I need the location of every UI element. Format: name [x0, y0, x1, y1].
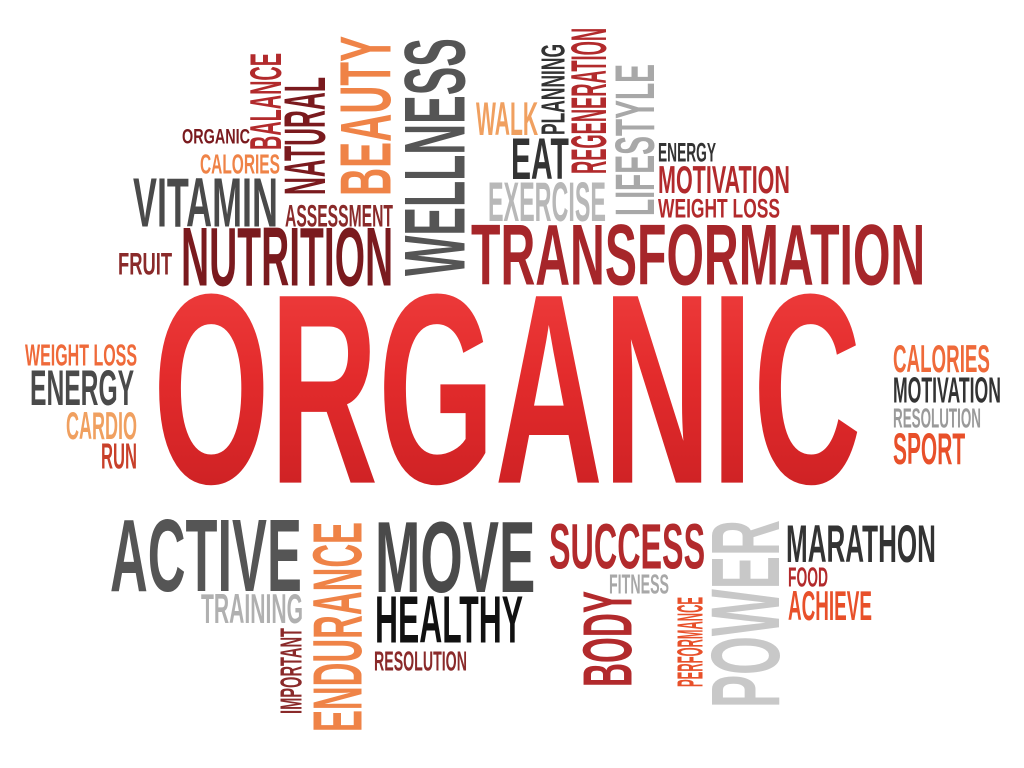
word-run: RUN [101, 435, 137, 477]
word-calories-top: CALORIES [200, 148, 280, 180]
word-cardio: CARDIO [66, 404, 138, 448]
word-eat: EAT [511, 126, 569, 192]
word-food: FOOD [788, 561, 828, 593]
word-resolution-right: RESOLUTION [893, 402, 981, 434]
word-exercise: EXERCISE [488, 170, 606, 234]
word-weight-loss-top: WEIGHT LOSS [658, 193, 780, 224]
word-weight-loss-left: WEIGHT LOSS [25, 337, 137, 373]
word-active: ACTIVE [110, 498, 302, 614]
word-power: POWER [691, 520, 801, 708]
word-lifestyle: LIFESTYLE [603, 64, 667, 216]
word-energy-left: ENERGY [30, 360, 135, 416]
word-move: MOVE [375, 500, 536, 615]
word-transformation: TRANSFORMATION [471, 206, 926, 304]
word-energy-top: ENERGY [658, 137, 717, 168]
word-motivation-right: MOTIVATION [893, 369, 1001, 411]
word-nutrition: NUTRITION [181, 210, 394, 304]
word-resolution-bottom: RESOLUTION [374, 645, 467, 677]
word-vitamin: VITAMIN [133, 164, 278, 242]
word-assessment: ASSESSMENT [285, 197, 394, 234]
word-endurance: ENDURANCE [299, 522, 377, 732]
word-healthy: HEALTHY [375, 582, 523, 658]
word-wellness: WELLNESS [386, 38, 484, 276]
word-organic-small: ORGANIC [182, 124, 251, 149]
word-fruit: FRUIT [118, 245, 173, 282]
word-fitness: FITNESS [609, 568, 670, 600]
word-walk: WALK [476, 92, 539, 146]
word-calories-right: CALORIES [893, 337, 990, 381]
word-marathon: MARATHON [786, 514, 936, 574]
word-success: SUCCESS [549, 511, 706, 583]
word-body: BODY [569, 591, 647, 687]
word-organic-main: ORGANIC [153, 238, 862, 543]
word-achieve: ACHIEVE [788, 582, 872, 630]
word-training: TRAINING [201, 585, 304, 633]
word-sport: SPORT [893, 424, 966, 474]
word-motivation-top: MOTIVATION [658, 158, 790, 202]
